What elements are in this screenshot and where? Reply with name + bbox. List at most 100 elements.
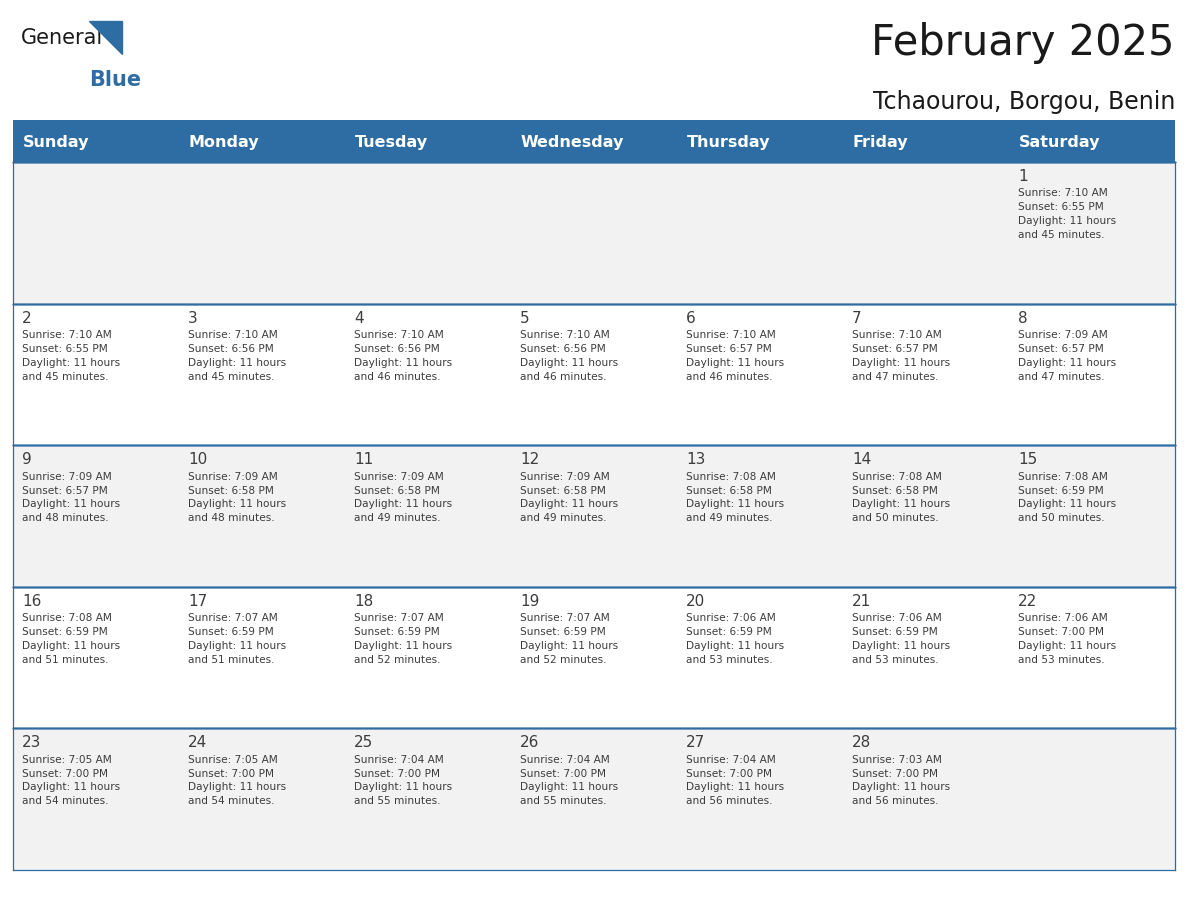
Bar [179,162,345,304]
Bar [13,162,179,304]
Bar [345,587,511,728]
Text: Sunset: 6:56 PM: Sunset: 6:56 PM [188,344,274,354]
Text: 2: 2 [23,310,32,326]
Text: and 47 minutes.: and 47 minutes. [1018,372,1105,382]
Text: Daylight: 11 hours: Daylight: 11 hours [23,782,120,792]
Bar [843,162,1009,304]
Bar [677,124,843,162]
Text: and 46 minutes.: and 46 minutes. [354,372,441,382]
Text: and 50 minutes.: and 50 minutes. [1018,513,1105,523]
Text: Daylight: 11 hours: Daylight: 11 hours [354,782,453,792]
Text: and 47 minutes.: and 47 minutes. [852,372,939,382]
Bar [843,587,1009,728]
Text: Sunrise: 7:10 AM: Sunrise: 7:10 AM [852,330,942,340]
Text: Wednesday: Wednesday [522,136,625,151]
Text: Sunset: 7:00 PM: Sunset: 7:00 PM [1018,627,1104,637]
Text: Sunset: 6:57 PM: Sunset: 6:57 PM [1018,344,1104,354]
Text: 3: 3 [188,310,198,326]
Text: Thursday: Thursday [687,136,771,151]
Text: Sunset: 6:59 PM: Sunset: 6:59 PM [354,627,440,637]
Text: Sunset: 6:59 PM: Sunset: 6:59 PM [188,627,274,637]
Text: 20: 20 [687,594,706,609]
Bar [511,728,677,870]
Text: Sunrise: 7:10 AM: Sunrise: 7:10 AM [23,330,112,340]
Text: Sunrise: 7:07 AM: Sunrise: 7:07 AM [354,613,444,623]
Bar [13,304,179,445]
Text: Sunrise: 7:04 AM: Sunrise: 7:04 AM [687,755,776,765]
Text: 27: 27 [687,735,706,750]
Bar [13,124,179,162]
Text: Daylight: 11 hours: Daylight: 11 hours [852,358,950,368]
Text: Daylight: 11 hours: Daylight: 11 hours [852,641,950,651]
Text: Sunset: 6:56 PM: Sunset: 6:56 PM [520,344,606,354]
Text: 26: 26 [520,735,539,750]
Text: 13: 13 [687,453,706,467]
Text: Daylight: 11 hours: Daylight: 11 hours [520,782,618,792]
Text: Sunset: 6:59 PM: Sunset: 6:59 PM [687,627,772,637]
Text: 22: 22 [1018,594,1037,609]
Text: and 52 minutes.: and 52 minutes. [520,655,607,665]
Text: Sunset: 6:55 PM: Sunset: 6:55 PM [23,344,108,354]
Text: Sunset: 6:59 PM: Sunset: 6:59 PM [23,627,108,637]
Text: Tchaourou, Borgou, Benin: Tchaourou, Borgou, Benin [873,90,1175,114]
Bar [345,728,511,870]
Bar [1009,445,1175,587]
Text: and 52 minutes.: and 52 minutes. [354,655,441,665]
Text: Daylight: 11 hours: Daylight: 11 hours [23,499,120,509]
Text: Sunday: Sunday [23,136,89,151]
Text: and 56 minutes.: and 56 minutes. [687,796,772,806]
Text: Sunset: 6:57 PM: Sunset: 6:57 PM [687,344,772,354]
Text: and 48 minutes.: and 48 minutes. [23,513,109,523]
Text: Sunrise: 7:09 AM: Sunrise: 7:09 AM [23,472,112,482]
Text: Sunrise: 7:10 AM: Sunrise: 7:10 AM [354,330,444,340]
Text: Daylight: 11 hours: Daylight: 11 hours [188,499,286,509]
Bar [677,304,843,445]
Text: Sunrise: 7:08 AM: Sunrise: 7:08 AM [852,472,942,482]
Bar [677,587,843,728]
Text: Sunset: 6:58 PM: Sunset: 6:58 PM [852,486,939,496]
Text: Sunrise: 7:05 AM: Sunrise: 7:05 AM [188,755,278,765]
Text: Daylight: 11 hours: Daylight: 11 hours [852,499,950,509]
Text: 4: 4 [354,310,364,326]
Text: 18: 18 [354,594,373,609]
Bar [1009,162,1175,304]
Bar [179,304,345,445]
Text: 12: 12 [520,453,539,467]
Text: 14: 14 [852,453,871,467]
Text: 5: 5 [520,310,530,326]
Text: Sunset: 7:00 PM: Sunset: 7:00 PM [852,768,939,778]
Text: Daylight: 11 hours: Daylight: 11 hours [852,782,950,792]
Text: 25: 25 [354,735,373,750]
Text: Sunrise: 7:09 AM: Sunrise: 7:09 AM [354,472,444,482]
Text: Daylight: 11 hours: Daylight: 11 hours [23,358,120,368]
Text: Daylight: 11 hours: Daylight: 11 hours [1018,216,1117,226]
Text: Sunset: 6:59 PM: Sunset: 6:59 PM [1018,486,1104,496]
Text: Daylight: 11 hours: Daylight: 11 hours [1018,499,1117,509]
Text: 23: 23 [23,735,42,750]
Text: Daylight: 11 hours: Daylight: 11 hours [354,358,453,368]
Text: and 55 minutes.: and 55 minutes. [520,796,607,806]
Bar [345,445,511,587]
Text: Sunset: 6:58 PM: Sunset: 6:58 PM [188,486,274,496]
Text: and 46 minutes.: and 46 minutes. [520,372,607,382]
Bar [843,304,1009,445]
Bar [345,124,511,162]
Text: 10: 10 [188,453,208,467]
Bar [13,587,179,728]
Text: and 45 minutes.: and 45 minutes. [23,372,108,382]
Text: Sunset: 6:59 PM: Sunset: 6:59 PM [852,627,937,637]
Text: Sunset: 7:00 PM: Sunset: 7:00 PM [188,768,274,778]
Bar [179,587,345,728]
Text: Sunrise: 7:07 AM: Sunrise: 7:07 AM [188,613,278,623]
Bar [511,587,677,728]
Text: Daylight: 11 hours: Daylight: 11 hours [23,641,120,651]
Text: 19: 19 [520,594,539,609]
Text: and 54 minutes.: and 54 minutes. [188,796,274,806]
Text: 6: 6 [687,310,696,326]
Text: Sunset: 6:55 PM: Sunset: 6:55 PM [1018,202,1104,212]
Bar [677,162,843,304]
Bar [1009,587,1175,728]
Text: Daylight: 11 hours: Daylight: 11 hours [188,358,286,368]
Text: 11: 11 [354,453,373,467]
Text: and 45 minutes.: and 45 minutes. [1018,230,1105,240]
